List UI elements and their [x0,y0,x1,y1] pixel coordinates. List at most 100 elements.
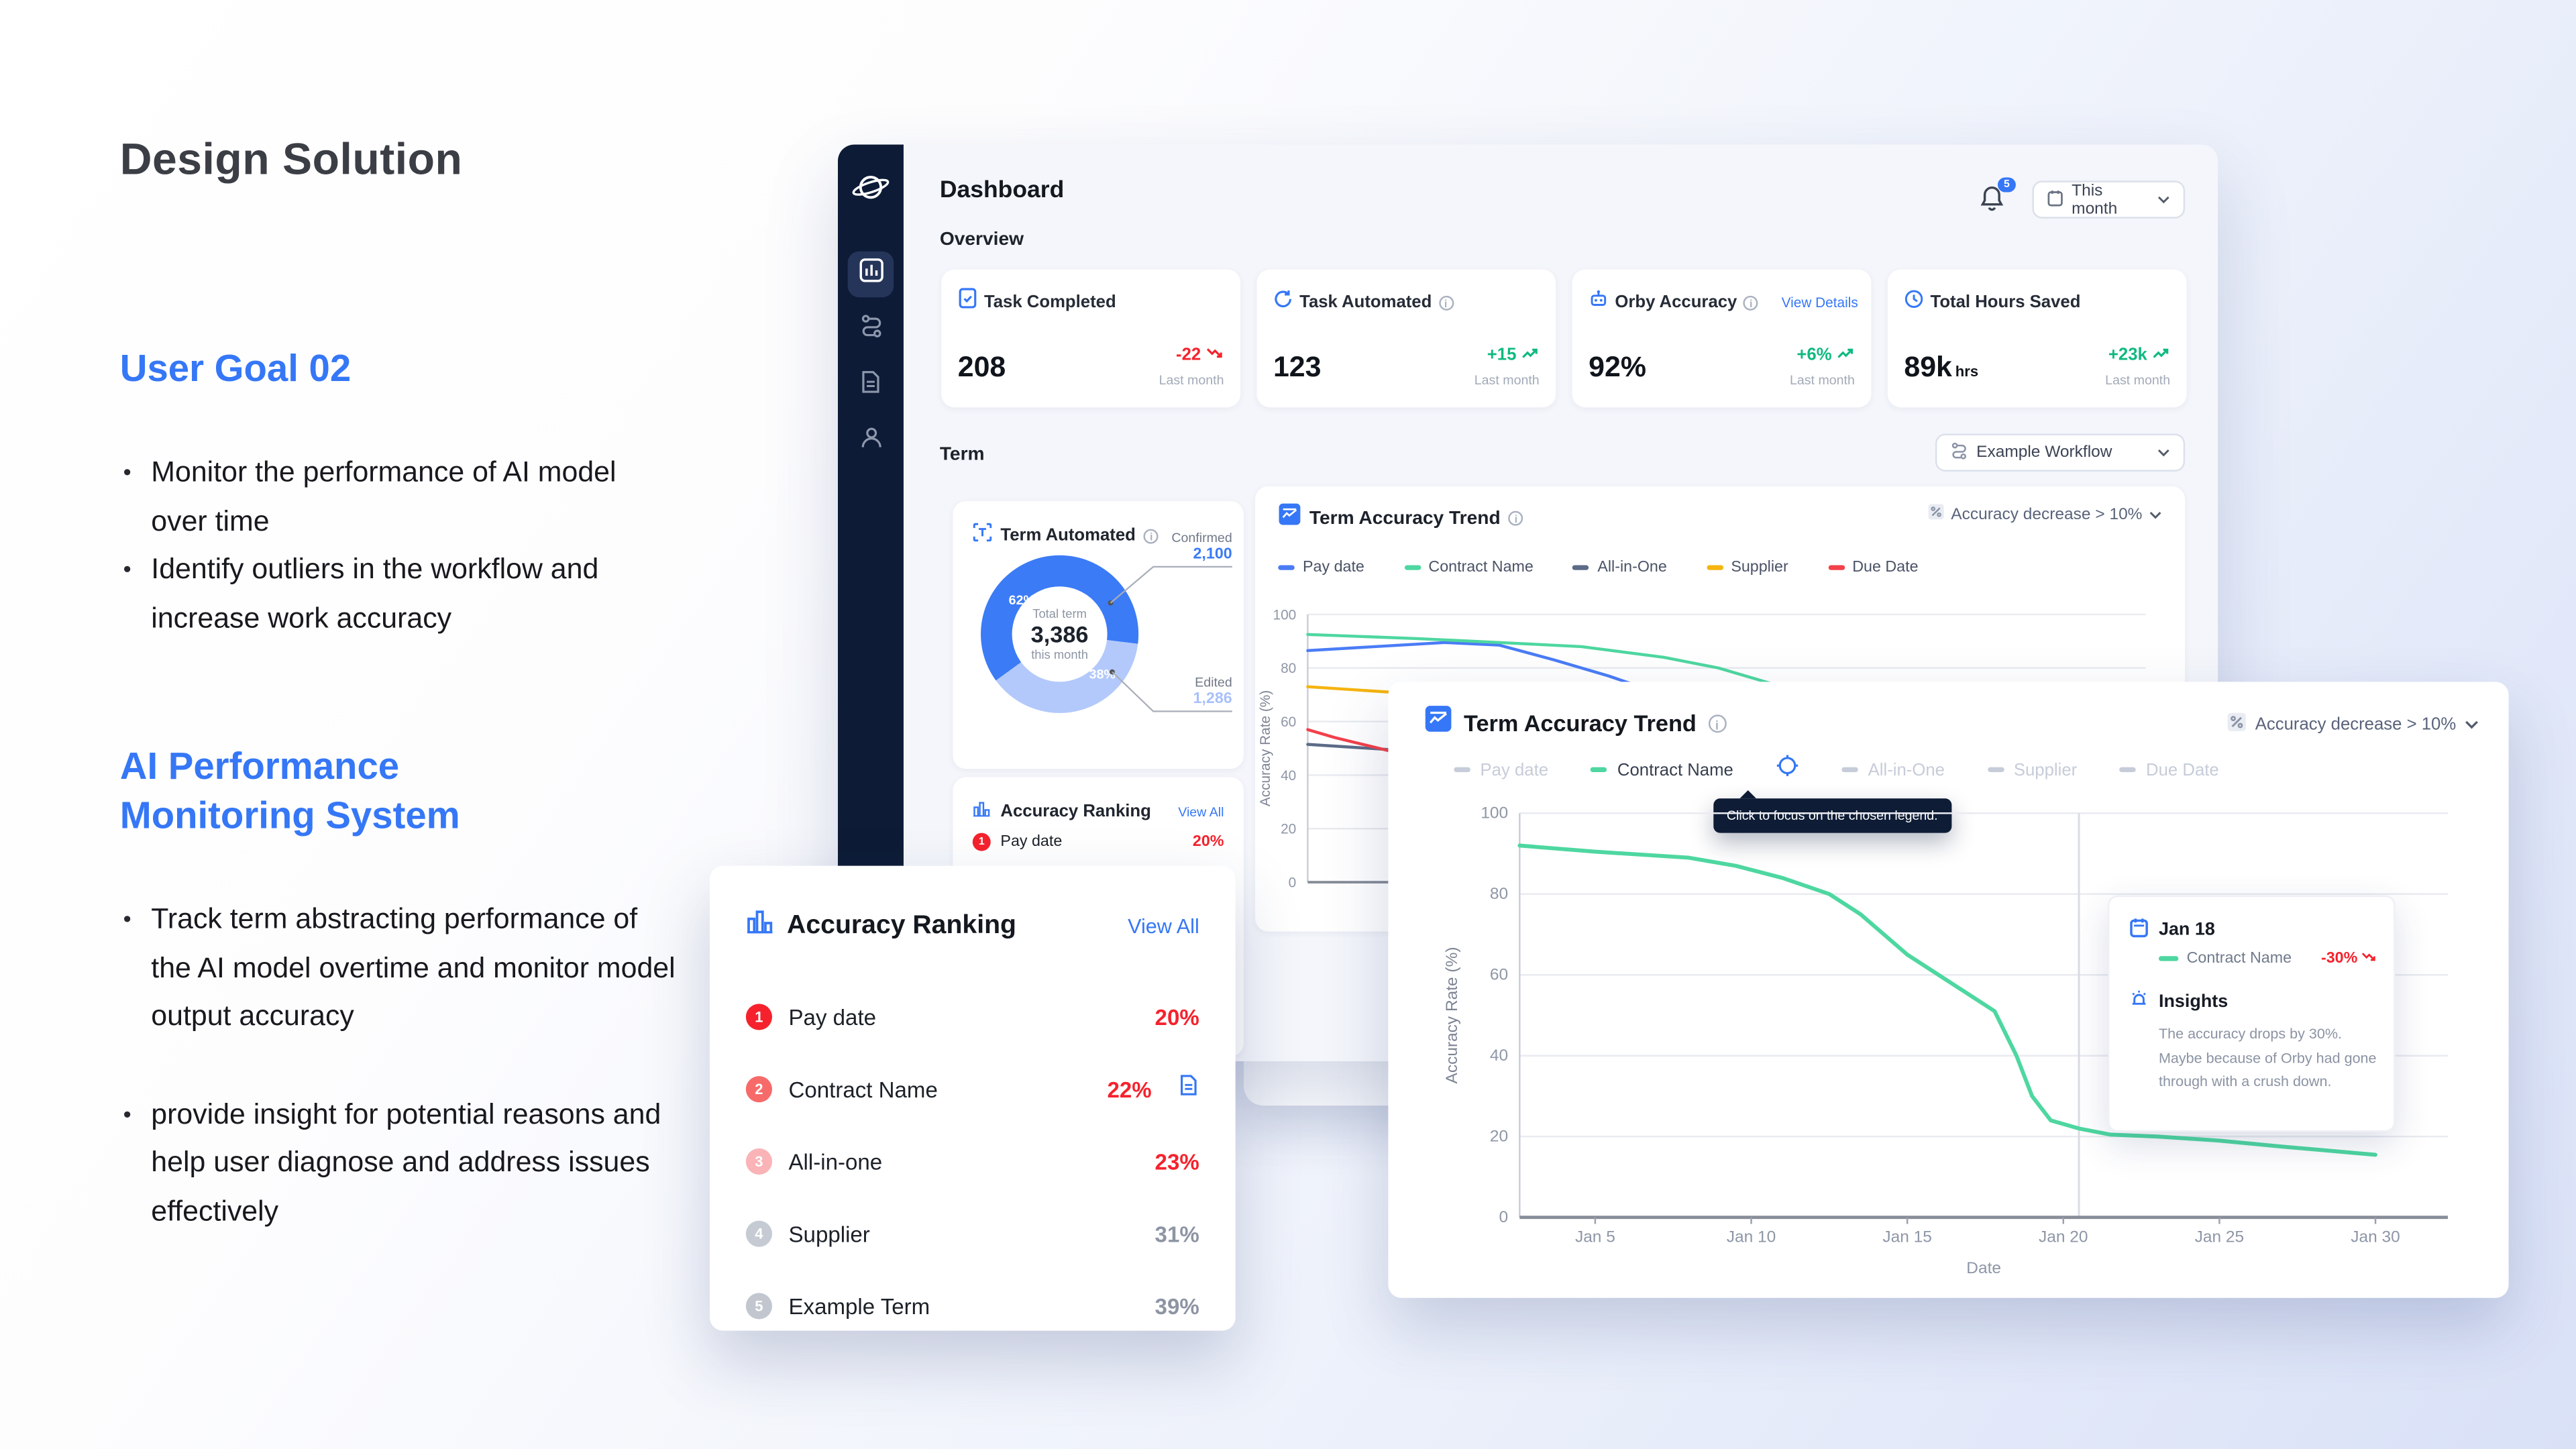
notification-bell[interactable]: 5 [1978,177,2016,217]
legend-item-inactive[interactable]: All-in-One [1841,760,1945,780]
legend-item[interactable]: Contract Name [1403,559,1534,577]
user-goal-heading: User Goal 02 [119,346,352,390]
ranking-row[interactable]: 4 Supplier 31% [745,1219,1199,1248]
chevron-down-icon [2149,505,2162,523]
view-all-link[interactable]: View All [1128,915,1199,938]
stat-card-task-automated: Task Automated i 123 +15 Last month [1256,269,1556,408]
page-title: Design Solution [119,134,463,184]
chevron-down-icon [2464,714,2479,734]
legend-item[interactable]: Pay date [1278,559,1364,577]
donut-center-sub: this month [1031,647,1088,662]
svg-text:Jan 10: Jan 10 [1727,1228,1776,1246]
rank-badge: 2 [745,1076,773,1103]
trend-overlay-title: Term Accuracy Trend [1464,709,1697,737]
sidebar-item-profile[interactable] [848,419,894,465]
donut-center-value: 3,386 [1030,621,1089,647]
donut-callout-lines [1108,566,1232,712]
legend-item[interactable]: Supplier [1706,559,1788,577]
rank-badge: 1 [745,1004,773,1030]
trend-up-icon [1521,345,1540,364]
stat-delta: +23k [2108,345,2147,365]
term-automated-donut: 62% 38% Total term 3,386 this month [981,555,1139,713]
tooltip-insights-text: The accuracy drops by 30%. Maybe because… [2158,1025,2377,1089]
stat-card-hours-saved: Total Hours Saved 89k hrs +23k Last month [1887,269,2187,408]
rank-badge: 5 [745,1293,773,1320]
workflow-select[interactable]: Example Workflow [1935,433,2186,472]
stat-label: Total Hours Saved [1930,292,2081,313]
svg-text:Accuracy Rate (%): Accuracy Rate (%) [1443,947,1461,1083]
accuracy-filter[interactable]: Accuracy decrease > 10% [1927,502,2162,525]
legend-item-inactive[interactable]: Pay date [1454,760,1548,780]
document-link-icon[interactable] [1178,1073,1199,1106]
focus-target-icon[interactable] [1776,754,1799,786]
ranking-preview-value: 20% [1192,833,1224,851]
legend-item-inactive[interactable]: Supplier [1987,760,2077,780]
period-select[interactable]: This month [2032,180,2186,219]
trend-down-icon [2361,950,2377,968]
robot-icon [1589,288,1608,317]
notification-badge: 5 [1997,177,2016,193]
ranking-icon [746,908,774,943]
svg-text:Jan 25: Jan 25 [2195,1228,2244,1246]
system-heading: AI Performance Monitoring System [119,744,460,837]
info-icon[interactable]: i [1508,511,1524,526]
stat-card-orby-accuracy: Orby Accuracy i View Details 92% +6% Las… [1572,269,1872,408]
stat-note: Last month [1474,372,1540,388]
svg-text:20: 20 [1281,822,1296,837]
view-details-link[interactable]: View Details [1781,294,1858,311]
workflow-icon [1950,441,1968,464]
sidebar-item-documents[interactable] [848,363,894,409]
clock-icon [1904,288,1923,317]
info-icon[interactable]: i [1743,294,1759,310]
svg-text:100: 100 [1273,607,1297,623]
sidebar-item-workflows[interactable] [848,307,894,354]
trend-up-icon [2152,345,2170,364]
ranking-value: 39% [1155,1293,1199,1319]
legend-hint-tooltip: Click to focus on the chosen legend. [1713,790,1951,833]
ranking-label: Example Term [788,1293,930,1319]
legend-item-inactive[interactable]: Due Date [2119,760,2219,780]
stat-label: Orby Accuracy [1615,292,1737,313]
rank-badge: 1 [972,833,991,851]
accuracy-filter-label: Accuracy decrease > 10% [2255,714,2457,735]
accuracy-filter[interactable]: Accuracy decrease > 10% [2226,711,2479,737]
ranking-row[interactable]: 3 All-in-one 23% [745,1146,1199,1176]
user-goal-bullets: Monitor the performance of AI model over… [120,449,679,643]
legend-item[interactable]: All-in-One [1572,559,1667,577]
donut-center: Total term 3,386 this month [1012,586,1108,682]
refresh-icon [1273,288,1293,317]
trend-overlay-card: Term Accuracy Trend i Accuracy decrease … [1388,682,2509,1298]
workflow-icon [859,314,883,347]
user-icon [859,425,883,458]
task-doc-icon [958,288,977,317]
stat-note: Last month [1789,372,1855,388]
legend-item[interactable]: Due Date [1827,559,1919,577]
ranking-value: 20% [1155,1004,1199,1030]
svg-text:60: 60 [1281,714,1296,730]
ranking-row[interactable]: 5 Example Term 39% [745,1291,1199,1321]
svg-text:20: 20 [1490,1128,1508,1146]
svg-text:Jan 20: Jan 20 [2039,1228,2088,1246]
orby-logo-icon [851,168,891,215]
segment-name: Confirmed [1171,531,1232,546]
info-icon[interactable]: i [1144,528,1159,543]
donut-callout-edited: Edited 1,286 [1193,676,1232,708]
ranking-row[interactable]: 2 Contract Name 22% [745,1073,1199,1106]
stat-value: 89k [1904,350,1952,383]
stat-value: 208 [957,350,1006,383]
ranking-row[interactable]: 1 Pay date 20% [745,1002,1199,1032]
view-all-link[interactable]: View All [1178,804,1224,819]
legend-item-active[interactable]: Contract Name [1591,760,1733,780]
donut-center-label: Total term [1032,606,1087,621]
svg-text:60: 60 [1490,966,1508,984]
svg-text:Jan 30: Jan 30 [2351,1228,2400,1246]
info-icon[interactable]: i [1438,294,1454,310]
segment-value: 2,100 [1193,545,1232,564]
sidebar-item-dashboard[interactable] [847,251,894,298]
info-icon[interactable]: i [1708,714,1726,733]
trend-small-title: Term Accuracy Trend [1309,508,1501,529]
bullet-item: Monitor the performance of AI model over… [120,449,679,545]
calendar-icon [2129,917,2149,943]
donut-pct-edited: 38% [1089,667,1116,682]
